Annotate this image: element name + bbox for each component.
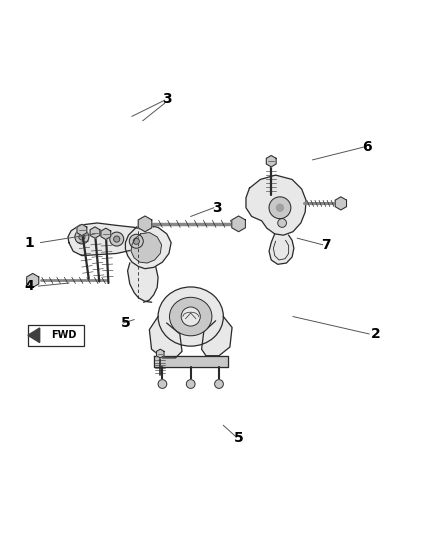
Polygon shape (28, 328, 40, 343)
Polygon shape (269, 234, 294, 264)
Polygon shape (246, 175, 306, 235)
Text: 7: 7 (321, 238, 330, 252)
Circle shape (114, 236, 120, 242)
Polygon shape (125, 225, 171, 269)
Ellipse shape (170, 297, 212, 336)
Text: 5: 5 (120, 316, 130, 330)
Text: 3: 3 (212, 201, 222, 215)
Circle shape (133, 238, 139, 244)
Text: 6: 6 (362, 140, 372, 154)
Text: 5: 5 (234, 431, 244, 446)
Circle shape (129, 235, 143, 248)
Polygon shape (101, 228, 111, 239)
Polygon shape (131, 232, 162, 263)
Polygon shape (156, 349, 164, 358)
Circle shape (181, 307, 200, 326)
Text: 1: 1 (25, 236, 35, 249)
Polygon shape (232, 216, 245, 232)
Polygon shape (127, 263, 158, 302)
Text: 3: 3 (162, 92, 172, 106)
Polygon shape (154, 356, 228, 367)
Circle shape (186, 379, 195, 389)
Polygon shape (68, 223, 149, 256)
Polygon shape (266, 156, 276, 167)
Circle shape (269, 197, 291, 219)
Text: 4: 4 (25, 279, 35, 293)
Polygon shape (90, 227, 100, 238)
Circle shape (215, 379, 223, 389)
Polygon shape (201, 317, 232, 356)
Polygon shape (149, 317, 182, 358)
Polygon shape (27, 273, 39, 287)
Circle shape (158, 379, 167, 389)
Text: 2: 2 (371, 327, 381, 341)
FancyBboxPatch shape (28, 325, 84, 346)
Circle shape (110, 232, 124, 246)
Ellipse shape (158, 287, 223, 346)
Text: FWD: FWD (52, 330, 77, 340)
Circle shape (79, 234, 85, 240)
Circle shape (278, 219, 286, 228)
Polygon shape (77, 224, 87, 236)
Circle shape (276, 204, 283, 211)
Circle shape (75, 230, 89, 244)
Polygon shape (335, 197, 346, 210)
Polygon shape (138, 216, 152, 232)
